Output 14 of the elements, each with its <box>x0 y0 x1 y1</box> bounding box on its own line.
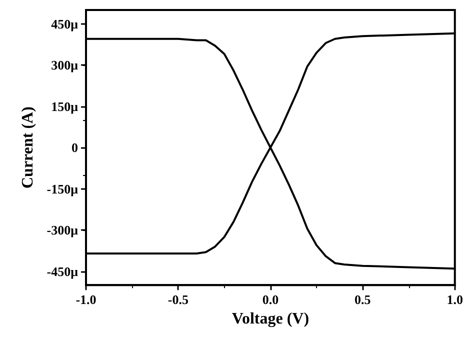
y-tick-label: -150μ <box>46 181 79 196</box>
y-tick-label: 300μ <box>51 58 79 73</box>
y-tick-label: -300μ <box>46 222 79 238</box>
y-tick-label: 450μ <box>51 16 79 32</box>
y-tick-label: -450μ <box>46 264 79 279</box>
y-axis-title: Current (A) <box>19 106 36 189</box>
x-tick-label: 0.5 <box>354 292 372 308</box>
x-axis-title: Voltage (V) <box>232 310 310 328</box>
y-tick-label: 150μ <box>51 98 79 114</box>
x-tick-label: -1.0 <box>76 292 96 308</box>
x-tick-label: 0.0 <box>262 292 279 308</box>
x-tick-label: 1.0 <box>446 292 463 308</box>
x-tick-label: -0.5 <box>168 292 189 308</box>
y-tick-label: 0 <box>72 140 78 156</box>
